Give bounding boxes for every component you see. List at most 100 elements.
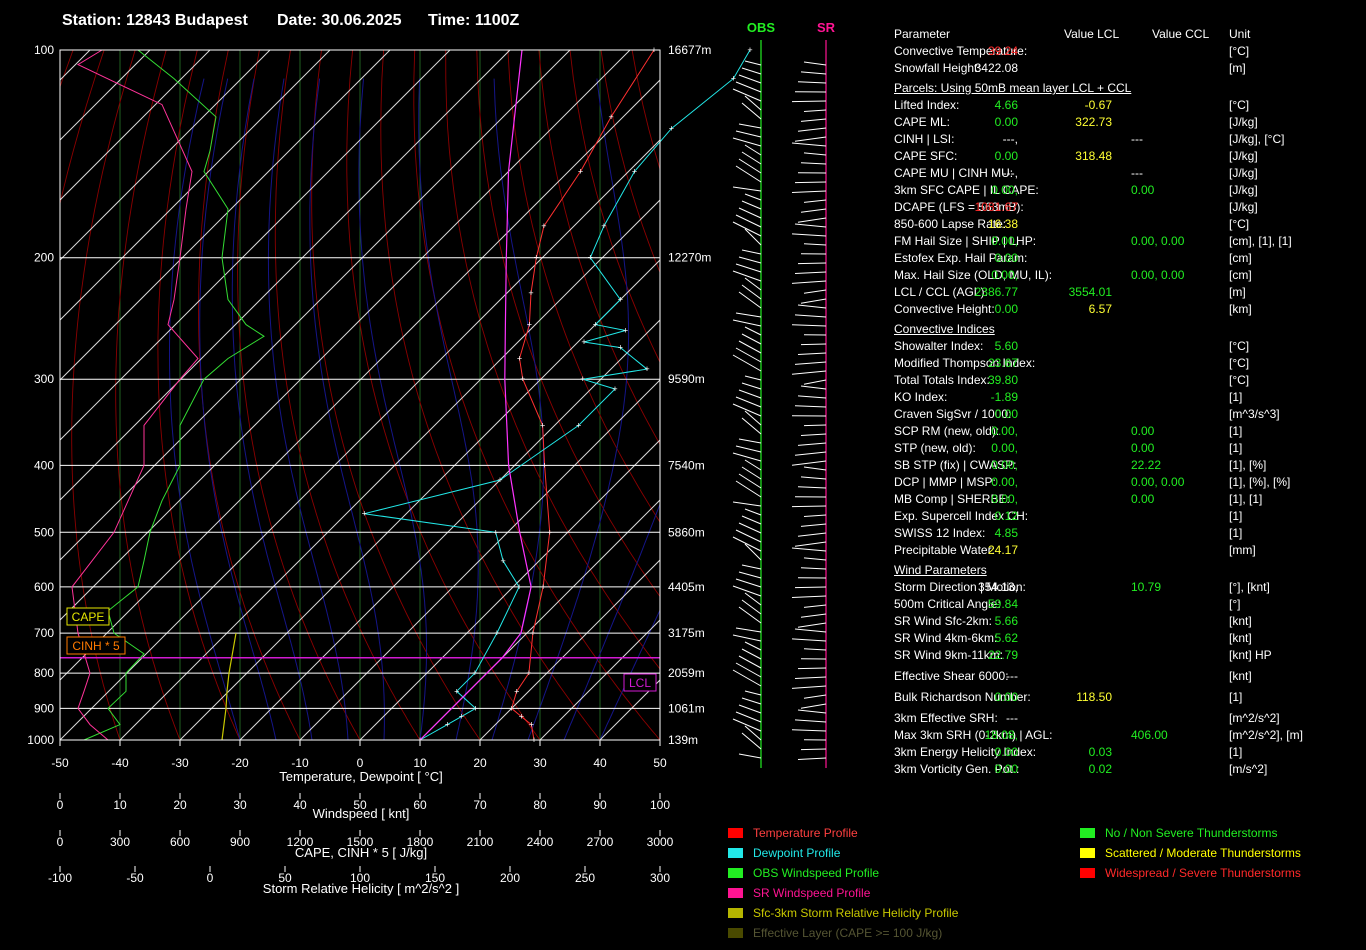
- sr-wind-barb: [794, 361, 827, 365]
- cape-axis-tick-label: 0: [57, 835, 64, 849]
- sr-wind-barb: [791, 460, 827, 466]
- sr-wind-barb: [797, 709, 827, 714]
- srh-axis-title: Storm Relative Helicity [ m^2/s^2 ]: [263, 881, 459, 896]
- sr-wind-barb: [794, 541, 827, 547]
- param-unit: [m]: [1229, 61, 1246, 75]
- parcel-row: 850-600 Lapse Rate: 16.38 [°C]: [894, 216, 1354, 233]
- param-unit: [1]: [1229, 745, 1243, 759]
- param-unit: [°C]: [1229, 217, 1250, 231]
- sr-wind-barb: [797, 757, 827, 760]
- parcel-row: CAPE ML: 0.00 322.73 [J/kg]: [894, 114, 1354, 131]
- dewpoint-line-point: +: [747, 45, 752, 55]
- param-label: Precipitable Water:: [894, 543, 995, 557]
- parcel-row: CAPE SFC: 0.00 318.48 [J/kg]: [894, 148, 1354, 165]
- convective-row: MB Comp | SHERBE: 0.00, 0.00 [1], [1]: [894, 491, 1354, 508]
- param-value-ccl: 3554.01: [1068, 285, 1112, 299]
- obs-wind-barb: [732, 536, 762, 552]
- dewpoint-line-point: +: [576, 420, 581, 430]
- isotherm-line: [60, 79, 660, 681]
- convective-row: Modified Thompson Index: 23.67 [°C]: [894, 355, 1354, 372]
- param-label: Modified Thompson Index:: [894, 356, 1036, 370]
- sr-wind-barb: [800, 71, 827, 75]
- obs-wind-barb: [744, 193, 762, 201]
- temperature-line-point: +: [542, 460, 547, 470]
- obs-wind-barb: [744, 277, 762, 291]
- sr-wind-barb: [791, 729, 827, 732]
- obs-wind-barb: [732, 186, 762, 192]
- obs-title: OBS: [747, 20, 776, 35]
- temp-tick-label: -40: [111, 756, 129, 770]
- dry-adiabat: [413, 50, 660, 740]
- temperature-line-point: +: [526, 668, 531, 678]
- param-value-extra: 10.79: [1131, 580, 1162, 594]
- sr-wind-barb: [794, 405, 827, 408]
- sr-wind-barb: [800, 343, 827, 346]
- wind-row: Storm Direction | Motion: 354.13, 10.79 [°]…: [894, 579, 1354, 596]
- sr-wind-barb: [791, 547, 827, 552]
- param-label: Showalter Index:: [894, 339, 984, 353]
- parcel-row: LCL / CCL (AGL): 2386.77 3554.01 [m]: [894, 284, 1354, 301]
- obs-wind-barb: [738, 704, 762, 714]
- dewpoint-line-point: +: [618, 295, 623, 305]
- convective-row: Showalter Index: 5.60 [°C]: [894, 338, 1354, 355]
- temperature-line-point: +: [547, 527, 552, 537]
- sr-wind-barb: [791, 142, 827, 147]
- obs-wind-barb: [735, 165, 762, 183]
- sr-wind-barb: [797, 442, 827, 446]
- height-tick-label: 9590m: [668, 372, 705, 386]
- obs-wind-barb: [732, 88, 762, 102]
- obs-wind-barb: [744, 459, 762, 471]
- param-value-lcl: 59.84: [987, 597, 1018, 611]
- isotherm-line: [359, 439, 660, 740]
- param-value-lcl: 2386.77: [974, 285, 1018, 299]
- param-unit: [mm]: [1229, 543, 1256, 557]
- dry-adiabat: [507, 50, 660, 523]
- param-label: Craven SigSvr / 1000:: [894, 407, 1012, 421]
- param-value-lcl: 0.00: [994, 407, 1018, 421]
- height-tick-label: 1061m: [668, 701, 705, 715]
- obs-wind-barb: [738, 207, 762, 219]
- windspeed-axis-tick-label: 40: [293, 798, 307, 812]
- sr-wind-barb: [803, 557, 827, 561]
- param-unit: [J/kg]: [1229, 200, 1258, 214]
- obs-wind-barb: [738, 571, 762, 579]
- height-tick-label: 3175m: [668, 626, 705, 640]
- isotherm-line: [60, 139, 660, 740]
- obs-wind-barb: [741, 417, 762, 435]
- convective-row: Precipitable Water: 24.17 [mm]: [894, 542, 1354, 559]
- param-label: 500m Critical Angle:: [894, 597, 1001, 611]
- sr-wind-barb: [803, 604, 827, 608]
- dewpoint-line-point: +: [618, 343, 623, 353]
- param-label: KO Index:: [894, 390, 948, 404]
- wind-row: 500m Critical Angle: 59.84 [°]: [894, 596, 1354, 613]
- basic-row: Snowfall Height: 3422.08 [m]: [894, 60, 1354, 77]
- obs-wind-barb: [732, 270, 762, 282]
- srh-axis-tick-label: 100: [350, 871, 370, 885]
- sr-wind-barb: [791, 324, 827, 327]
- dry-adiabat: [115, 50, 181, 740]
- param-label: LCL / CCL (AGL):: [894, 285, 988, 299]
- param-unit: [cm], [1], [1]: [1229, 234, 1292, 248]
- param-label: Exp. Supercell Index CH:: [894, 509, 1029, 523]
- height-tick-label: 2059m: [668, 666, 705, 680]
- obs-wind-barb: [741, 515, 762, 525]
- param-unit: [1]: [1229, 690, 1243, 704]
- param-unit: [J/kg], [°C]: [1229, 132, 1285, 146]
- param-value-lcl: ---: [1006, 711, 1018, 725]
- isotherm-line: [60, 50, 211, 201]
- param-value-lcl: 0.00,: [991, 183, 1018, 197]
- height-tick-label: 12270m: [668, 251, 711, 265]
- obs-wind-barb: [732, 669, 762, 687]
- param-value-extra: 0.00, 0.00: [1131, 234, 1185, 248]
- sr-wind-barb: [797, 262, 827, 265]
- sr-wind-barb: [803, 289, 827, 294]
- param-value-lcl: 0.00: [994, 251, 1018, 265]
- param-label: Snowfall Height:: [894, 61, 981, 75]
- dry-adiabat: [71, 50, 136, 740]
- isotherm-line: [479, 559, 660, 740]
- parcel-row: CAPE MU | CINH MU: ---, --- [J/kg]: [894, 165, 1354, 182]
- srh-line: [221, 632, 237, 741]
- lcl-box-label: LCL: [629, 676, 651, 690]
- param-value-lcl: ---,: [1002, 166, 1018, 180]
- obs-wind-barb: [744, 725, 762, 741]
